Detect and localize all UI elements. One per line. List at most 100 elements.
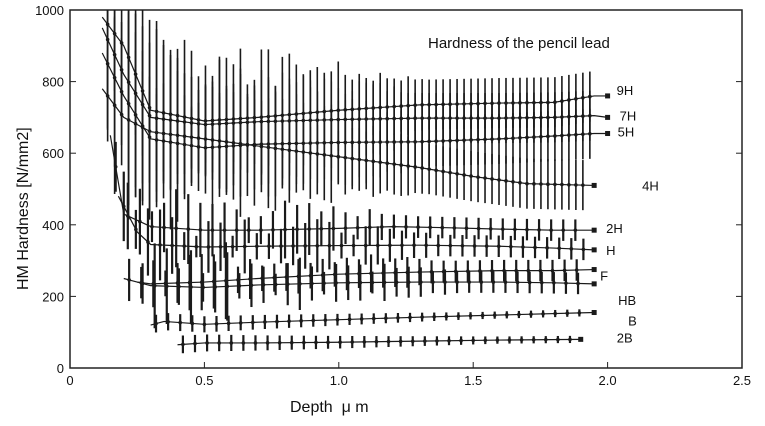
data-point — [434, 102, 438, 107]
data-point — [193, 341, 197, 346]
data-point — [245, 142, 250, 147]
data-point — [518, 101, 522, 105]
data-point — [490, 268, 494, 273]
data-point — [423, 339, 427, 343]
data-point — [565, 311, 570, 316]
data-point — [408, 315, 412, 320]
data-point — [224, 121, 229, 126]
data-point — [382, 280, 387, 285]
data-point — [259, 119, 264, 124]
data-point — [168, 112, 173, 117]
data-point — [525, 181, 529, 186]
data-point — [432, 314, 437, 319]
data-point — [261, 283, 266, 287]
data-point — [126, 118, 131, 122]
data-point — [532, 115, 536, 120]
data-point — [469, 174, 473, 178]
data-point — [202, 322, 207, 327]
series-line — [117, 195, 595, 251]
data-point — [189, 121, 194, 125]
data-point — [441, 116, 445, 120]
data-point — [434, 116, 438, 120]
data-point — [319, 226, 324, 231]
data-point — [275, 319, 279, 324]
series-end-marker — [591, 281, 597, 287]
data-point — [525, 135, 529, 140]
data-point — [175, 119, 180, 123]
data-point — [255, 244, 259, 249]
data-point — [331, 226, 336, 231]
data-point — [182, 134, 187, 139]
data-point — [371, 117, 376, 121]
data-point — [334, 281, 338, 285]
data-point — [500, 227, 505, 231]
data-point — [322, 153, 327, 157]
data-point — [483, 137, 487, 142]
data-point — [412, 243, 416, 248]
data-point — [364, 106, 369, 111]
data-point — [483, 338, 488, 343]
data-point — [367, 225, 372, 230]
data-point — [252, 115, 257, 120]
data-point — [351, 243, 356, 248]
data-point — [168, 118, 173, 122]
data-point — [175, 281, 180, 285]
data-point — [164, 284, 169, 288]
data-point — [456, 314, 461, 318]
data-point — [126, 101, 131, 106]
data-point — [357, 271, 361, 276]
data-point — [518, 116, 522, 120]
data-point — [199, 280, 204, 284]
data-point — [217, 145, 222, 149]
data-point — [301, 118, 306, 123]
data-point — [399, 104, 403, 108]
series-end-marker — [605, 114, 611, 120]
data-point — [378, 117, 382, 121]
data-point — [455, 116, 459, 120]
chart-title: Hardness of the pencil lead — [428, 35, 610, 52]
data-point — [343, 117, 348, 122]
data-point — [237, 284, 242, 288]
data-point — [538, 268, 543, 273]
data-point — [291, 244, 295, 248]
data-point — [126, 55, 131, 60]
data-point — [161, 111, 166, 115]
data-point — [105, 94, 110, 98]
data-point — [140, 102, 145, 107]
data-point — [112, 31, 117, 36]
data-point — [287, 148, 292, 152]
data-point — [147, 135, 152, 139]
data-point — [392, 140, 396, 144]
data-point — [539, 115, 543, 120]
data-point — [263, 320, 267, 324]
y-tick-label: 600 — [42, 146, 64, 161]
data-point — [119, 67, 124, 72]
data-point — [182, 142, 187, 147]
data-point — [280, 141, 285, 146]
data-point — [533, 245, 537, 250]
y-tick-label: 1000 — [35, 3, 64, 18]
data-point — [455, 138, 459, 143]
data-point — [525, 115, 529, 120]
data-point — [435, 339, 439, 343]
data-point — [550, 268, 555, 273]
data-point — [468, 314, 473, 318]
data-point — [182, 244, 187, 248]
data-point — [189, 135, 194, 139]
y-axis-label: HM Hardness [N/mm2] — [15, 127, 32, 290]
data-point — [483, 176, 487, 180]
data-point — [322, 140, 327, 145]
data-point — [462, 102, 466, 106]
data-point — [480, 313, 485, 318]
data-point — [459, 338, 463, 343]
data-point — [413, 139, 417, 144]
data-point — [529, 312, 533, 316]
series-end-marker — [605, 131, 611, 137]
data-point — [307, 227, 312, 231]
data-point — [224, 144, 229, 149]
data-point — [552, 280, 556, 285]
data-point — [556, 337, 560, 342]
data-point — [301, 111, 306, 116]
data-point — [567, 114, 571, 119]
data-point — [217, 118, 222, 122]
